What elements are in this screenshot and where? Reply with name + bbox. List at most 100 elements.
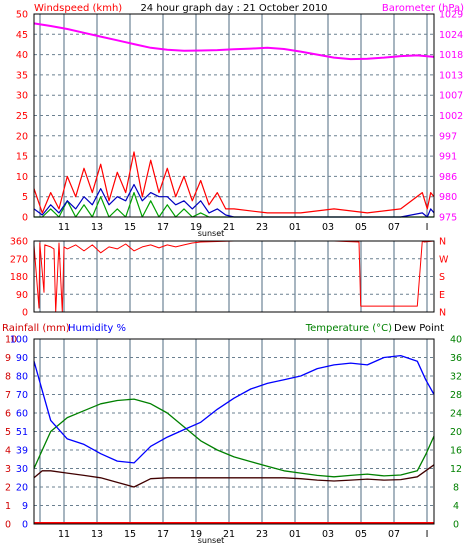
x-tick-label: 15	[124, 222, 136, 233]
y-tick-label: 16	[450, 446, 462, 457]
y-tick-label: 0	[22, 213, 28, 224]
y-tick-label: 51	[16, 427, 28, 438]
y-tick-label: 10	[5, 335, 17, 346]
wind-gust-line	[33, 151, 435, 214]
y-tick-label: 100	[10, 335, 28, 346]
wind-panel-grid	[34, 14, 434, 217]
x-tick-label: 07	[388, 529, 400, 540]
y-tick-label: 39	[16, 446, 28, 457]
x-tick-label: 01	[289, 529, 301, 540]
barometer-line	[33, 22, 435, 61]
humidity-axis-label: Humidity %	[68, 323, 126, 334]
y-tick-label: 0	[22, 520, 28, 531]
y-tick-label: 270	[10, 254, 28, 265]
y-tick-label: 15	[16, 152, 28, 163]
y-tick-label: 991	[439, 152, 457, 163]
x-tick-label: 11	[58, 222, 70, 233]
y-tick-label: 975	[439, 213, 457, 224]
temperature-sunset-label: sunset	[198, 536, 225, 545]
y-tick-label: 0	[22, 308, 28, 319]
wind-hour-tick-labels: 11 13 15 17 19 21 23 01 03 05 07 I	[58, 222, 428, 233]
temperature-hour-tick-labels: 11 13 15 17 19 21 23 01 03 05 07 I	[58, 529, 428, 540]
x-tick-label: 23	[256, 529, 268, 540]
y-tick-label: 28	[450, 390, 462, 401]
x-tick-label: 21	[223, 529, 235, 540]
y-tick-label: 9	[5, 353, 11, 364]
y-tick-label: 20	[16, 131, 28, 142]
x-tick-label: I	[426, 222, 429, 233]
y-tick-label: 50	[16, 10, 28, 21]
rainfall-tick-labels: 0 1 2 3 4 5 6 7 8 9 10	[5, 335, 17, 531]
y-tick-label: 6	[5, 409, 11, 420]
y-tick-label: S	[439, 272, 445, 283]
y-tick-label: 12	[450, 464, 462, 475]
y-tick-label: 45	[16, 30, 28, 41]
y-tick-label: N	[439, 237, 446, 248]
windspeed-axis-label: Windspeed (kmh)	[34, 3, 122, 14]
y-tick-label: 32	[450, 372, 462, 383]
x-tick-label: 15	[124, 529, 136, 540]
x-tick-label: 03	[322, 222, 334, 233]
y-tick-label: 1024	[439, 30, 463, 41]
y-tick-label: 70	[16, 390, 28, 401]
x-tick-label: 01	[289, 222, 301, 233]
y-tick-label: 20	[450, 427, 462, 438]
y-tick-label: 980	[439, 192, 457, 203]
y-tick-label: 25	[16, 111, 28, 122]
y-tick-label: 36	[450, 353, 462, 364]
y-tick-label: 3	[5, 464, 11, 475]
dewpoint-line	[33, 464, 435, 488]
humidity-tick-labels: 0 9 20 30 39 51 60 70 80 90 100	[10, 335, 28, 531]
temperature-line	[33, 398, 435, 478]
humidity-line	[33, 354, 435, 464]
y-tick-label: 9	[22, 501, 28, 512]
y-tick-label: 1007	[439, 91, 463, 102]
direction-degree-tick-labels: 0 90 180 270 360	[10, 237, 28, 319]
temperature-panel-frame	[33, 338, 435, 525]
wind-barometer-series	[33, 22, 435, 218]
y-tick-label: 80	[16, 372, 28, 383]
y-tick-label: 30	[16, 464, 28, 475]
graph-title: 24 hour graph day : 21 October 2010	[140, 3, 327, 14]
x-tick-label: 05	[355, 529, 367, 540]
y-tick-label: 20	[16, 483, 28, 494]
y-tick-label: 360	[10, 237, 28, 248]
temperature-axis-label: Temperature (°C)	[305, 323, 392, 334]
y-tick-label: N	[439, 308, 446, 319]
x-tick-label: 19	[190, 222, 202, 233]
y-tick-label: 90	[16, 290, 28, 301]
x-tick-label: 13	[91, 529, 103, 540]
y-tick-label: 1018	[439, 50, 463, 61]
x-tick-label: 13	[91, 222, 103, 233]
y-tick-label: 0	[453, 520, 459, 531]
y-tick-label: 8	[453, 483, 459, 494]
rain-humidity-temperature-series	[33, 354, 435, 524]
y-tick-label: 40	[450, 335, 462, 346]
y-tick-label: 5	[22, 192, 28, 203]
y-tick-label: 1002	[439, 111, 463, 122]
y-tick-label: 90	[16, 353, 28, 364]
y-tick-label: 986	[439, 172, 457, 183]
y-tick-label: 8	[5, 372, 11, 383]
y-tick-label: W	[439, 254, 449, 265]
y-tick-label: 30	[16, 91, 28, 102]
y-tick-label: 4	[453, 501, 459, 512]
direction-panel-frame	[33, 240, 435, 313]
x-tick-label: 11	[58, 529, 70, 540]
y-tick-label: 1013	[439, 70, 463, 81]
wind-panel-frame	[33, 13, 435, 218]
y-tick-label: 7	[5, 390, 11, 401]
barometer-axis-label: Barometer (hPa)	[382, 3, 464, 14]
x-tick-label: 19	[190, 529, 202, 540]
rainfall-axis-label: Rainfall (mm)	[2, 323, 70, 334]
x-tick-label: 23	[256, 222, 268, 233]
x-tick-label: I	[426, 529, 429, 540]
direction-panel-grid	[34, 241, 434, 312]
y-tick-label: 24	[450, 409, 462, 420]
y-tick-label: 40	[16, 50, 28, 61]
y-tick-label: 1029	[439, 10, 463, 21]
y-tick-label: 0	[5, 520, 11, 531]
